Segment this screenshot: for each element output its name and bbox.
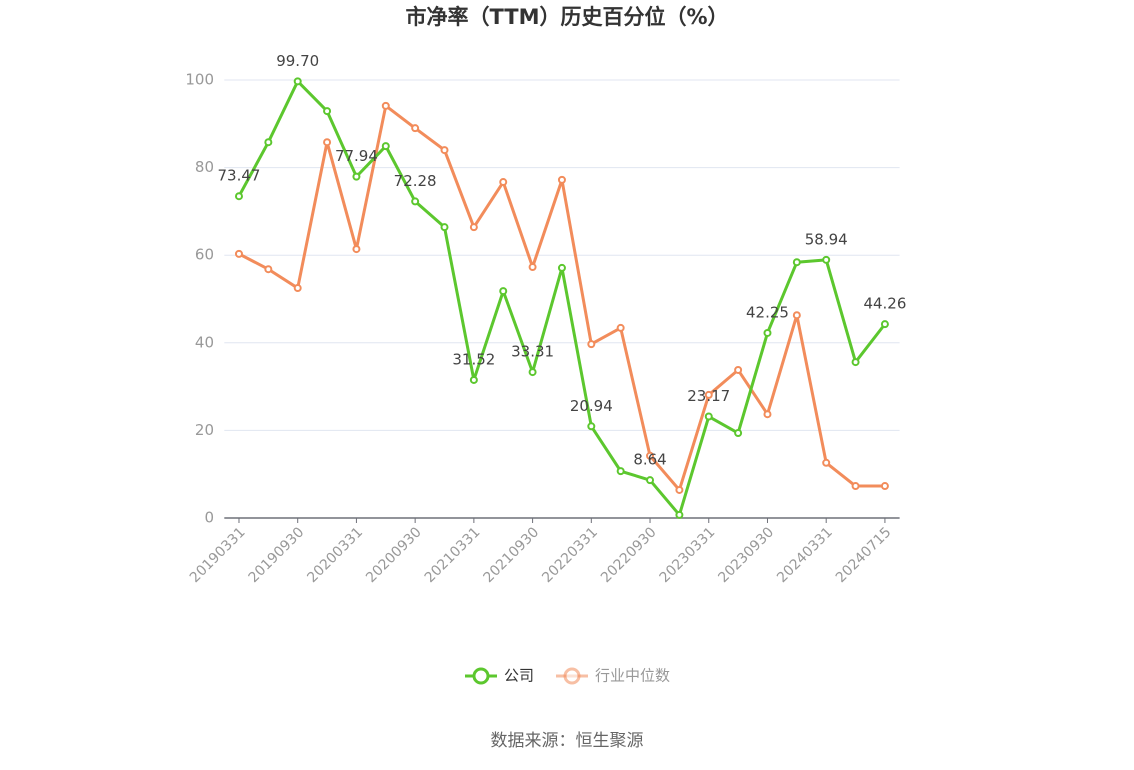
data-point — [851, 482, 860, 491]
data-label: 31.52 — [452, 350, 495, 368]
data-point — [323, 138, 332, 147]
legend-label: 行业中位数 — [595, 667, 670, 685]
data-label: 77.94 — [335, 147, 378, 165]
x-tick-label: 20220930 — [598, 524, 660, 586]
x-tick-label: 20230930 — [715, 524, 777, 586]
data-label: 20.94 — [570, 397, 613, 415]
data-point — [411, 124, 420, 133]
data-label: 33.31 — [511, 343, 554, 361]
data-point — [763, 328, 772, 337]
data-point — [822, 458, 831, 467]
data-point — [381, 101, 390, 110]
data-label: 23.17 — [687, 387, 730, 405]
data-point — [880, 482, 889, 491]
data-point — [381, 142, 390, 151]
x-tick-label: 20210930 — [481, 524, 543, 586]
data-point — [792, 311, 801, 320]
y-tick-label: 60 — [195, 246, 214, 264]
data-point — [499, 178, 508, 187]
data-point — [499, 287, 508, 296]
data-point — [851, 358, 860, 367]
data-point — [323, 107, 332, 116]
data-point — [792, 258, 801, 267]
data-point — [763, 410, 772, 419]
data-label: 44.26 — [863, 295, 906, 313]
data-point — [704, 390, 713, 399]
data-point — [616, 323, 625, 332]
data-point — [587, 340, 596, 349]
data-point — [528, 263, 537, 272]
data-point — [528, 368, 537, 377]
x-tick-label: 20210331 — [422, 524, 484, 586]
data-label: 58.94 — [805, 230, 848, 248]
x-tick-label: 20230331 — [657, 524, 719, 586]
legend-marker — [563, 667, 581, 685]
data-point — [880, 320, 889, 329]
data-point — [616, 467, 625, 476]
data-point — [234, 192, 243, 201]
data-point — [557, 263, 566, 272]
data-point — [352, 245, 361, 254]
source-note: 数据来源：恒生聚源 — [491, 731, 644, 751]
data-point — [469, 375, 478, 384]
chart-title: 市净率（TTM）历史百分位（%） — [405, 5, 728, 29]
data-point — [440, 223, 449, 232]
data-point — [646, 451, 655, 460]
data-point — [587, 422, 596, 431]
legend-marker — [472, 667, 490, 685]
data-label: 72.28 — [394, 172, 437, 190]
data-point — [440, 146, 449, 155]
legend-label: 公司 — [504, 667, 534, 685]
data-label: 73.47 — [218, 167, 261, 185]
data-label: 42.25 — [746, 303, 789, 321]
x-tick-label: 20220331 — [539, 524, 601, 586]
data-point — [734, 365, 743, 374]
x-tick-label: 20190331 — [187, 524, 249, 586]
data-point — [675, 485, 684, 494]
x-tick-label: 20240331 — [774, 524, 836, 586]
data-point — [234, 249, 243, 258]
y-tick-label: 40 — [195, 333, 214, 351]
y-tick-label: 0 — [204, 509, 214, 527]
y-tick-label: 80 — [195, 158, 214, 176]
data-label: 99.70 — [276, 52, 319, 70]
data-point — [557, 175, 566, 184]
x-tick-label: 20200331 — [304, 524, 366, 586]
y-tick-label: 100 — [185, 71, 214, 89]
data-point — [411, 197, 420, 206]
data-label: 8.64 — [633, 451, 666, 469]
data-point — [646, 476, 655, 485]
data-point — [264, 138, 273, 147]
y-tick-label: 20 — [195, 421, 214, 439]
data-point — [675, 510, 684, 519]
data-point — [293, 77, 302, 86]
x-tick-label: 20190930 — [246, 524, 308, 586]
data-point — [352, 172, 361, 181]
data-point — [822, 255, 831, 264]
x-tick-label: 20200930 — [363, 524, 425, 586]
data-point — [469, 223, 478, 232]
x-tick-label: 20240715 — [833, 524, 895, 586]
data-point — [293, 284, 302, 293]
data-point — [264, 265, 273, 274]
data-point — [704, 412, 713, 421]
data-point — [734, 429, 743, 438]
